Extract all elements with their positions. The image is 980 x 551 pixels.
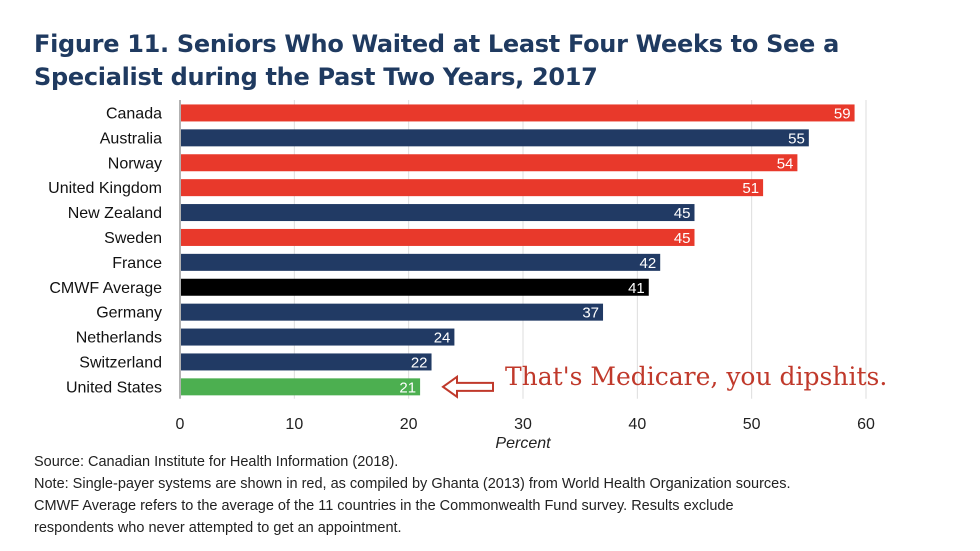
- category-label: Switzerland: [79, 354, 162, 371]
- annotation-text: That's Medicare, you dipshits.: [505, 362, 888, 391]
- bar: [181, 204, 695, 222]
- bar: [181, 253, 661, 271]
- data-label: 24: [434, 330, 451, 347]
- bar: [181, 278, 649, 296]
- category-label: United Kingdom: [48, 180, 162, 197]
- x-tick-label: 0: [176, 416, 185, 433]
- x-tick-label: 30: [514, 416, 532, 433]
- category-label: New Zealand: [68, 205, 162, 222]
- data-label: 21: [399, 379, 416, 396]
- data-label: 55: [788, 130, 805, 147]
- bar: [181, 328, 455, 346]
- bar: [181, 353, 432, 371]
- category-label: France: [112, 255, 162, 272]
- chart-title-line-1: Figure 11. Seniors Who Waited at Least F…: [34, 30, 839, 58]
- category-label: Canada: [106, 105, 162, 122]
- category-label: Netherlands: [76, 330, 162, 347]
- data-label: 45: [674, 205, 691, 222]
- category-label: CMWF Average: [49, 280, 162, 297]
- data-label: 42: [640, 255, 657, 272]
- category-label: Sweden: [104, 230, 162, 247]
- x-tick-label: 60: [857, 416, 875, 433]
- x-tick-label: 10: [285, 416, 303, 433]
- bar: [181, 154, 798, 172]
- category-label: Germany: [96, 305, 162, 322]
- note-line: respondents who never attempted to get a…: [34, 520, 402, 536]
- data-label: 51: [742, 180, 759, 197]
- bar: [181, 303, 604, 321]
- x-tick-label: 50: [743, 416, 761, 433]
- chart-notes: Source: Canadian Institute for Health In…: [34, 451, 791, 539]
- chart-title-line-2: Specialist during the Past Two Years, 20…: [34, 63, 598, 91]
- data-label: 37: [582, 305, 599, 322]
- x-tick-label: 20: [400, 416, 418, 433]
- bar: [181, 228, 695, 246]
- category-label: Australia: [100, 130, 162, 147]
- bar: [181, 129, 809, 147]
- x-axis-label: Percent: [495, 435, 551, 452]
- source-note: Source: Canadian Institute for Health In…: [34, 454, 399, 470]
- category-label: United States: [66, 379, 162, 396]
- bar: [181, 378, 421, 396]
- bar: [181, 179, 764, 197]
- left-arrow-icon: [441, 374, 494, 399]
- data-label: 22: [411, 354, 428, 371]
- category-label: Norway: [108, 155, 162, 172]
- note-line: CMWF Average refers to the average of th…: [34, 498, 734, 514]
- note-line: Note: Single-payer systems are shown in …: [34, 476, 791, 492]
- bar: [181, 104, 855, 122]
- data-label: 59: [834, 105, 851, 122]
- x-tick-label: 40: [628, 416, 646, 433]
- data-label: 54: [777, 155, 794, 172]
- data-label: 41: [628, 280, 645, 297]
- data-label: 45: [674, 230, 691, 247]
